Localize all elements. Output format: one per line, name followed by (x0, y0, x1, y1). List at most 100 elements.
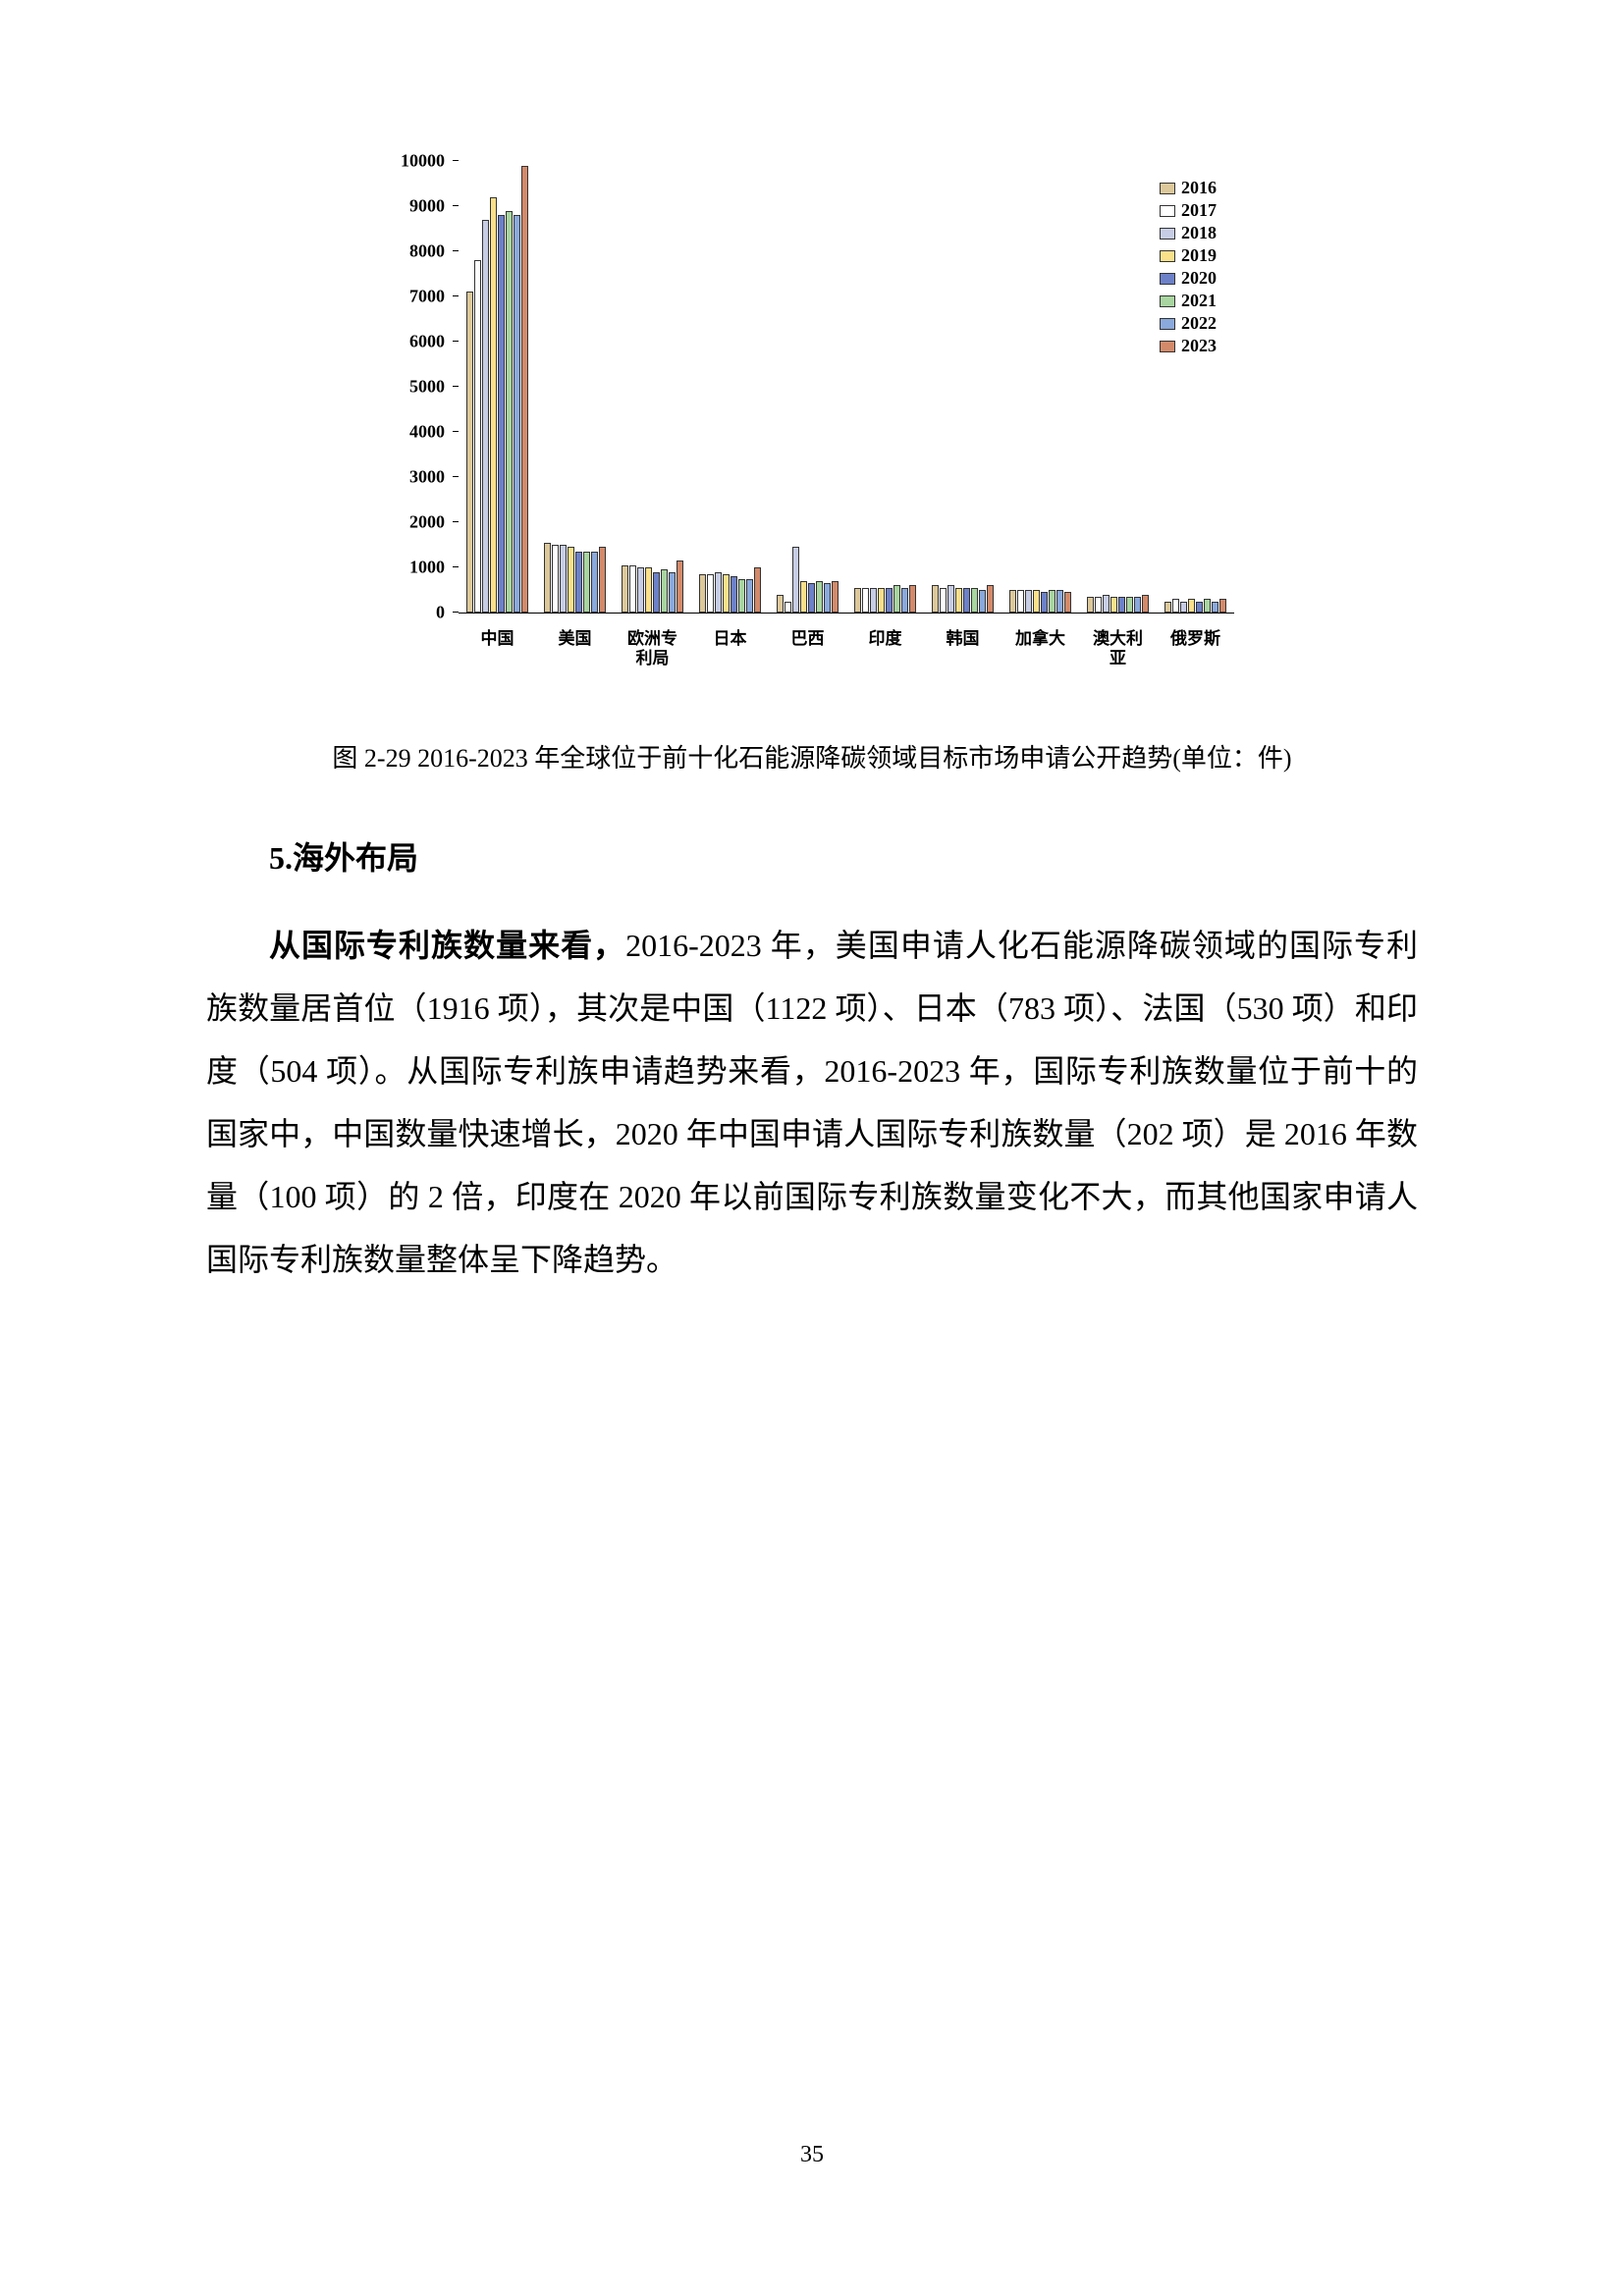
bar (955, 588, 962, 613)
bar-group (1164, 599, 1227, 613)
bar (1009, 590, 1016, 613)
body-paragraph: 从国际专利族数量来看，2016-2023 年，美国申请人化石能源降碳领域的国际专… (206, 914, 1418, 1291)
bar (1172, 599, 1179, 613)
bar (785, 602, 791, 614)
x-tick-label: 印度 (846, 623, 924, 669)
bar (568, 547, 574, 613)
x-tick-label: 澳大利亚 (1079, 623, 1157, 669)
bar (808, 583, 815, 613)
y-tick-label: 10000 (401, 151, 445, 172)
bar (777, 595, 784, 613)
bar (746, 579, 753, 614)
y-tick-label: 1000 (409, 558, 445, 578)
bar (932, 585, 939, 613)
bar (947, 585, 954, 613)
legend-label: 2017 (1181, 200, 1217, 221)
bar (521, 166, 528, 613)
bar (498, 215, 505, 613)
legend-swatch (1160, 205, 1175, 217)
y-tick-label: 5000 (409, 377, 445, 398)
y-tick-label: 3000 (409, 467, 445, 488)
bar (544, 543, 551, 613)
bar (482, 220, 489, 613)
y-tick-label: 9000 (409, 196, 445, 217)
bar (1196, 602, 1203, 614)
y-tick-label: 2000 (409, 512, 445, 533)
bar (661, 569, 668, 613)
bar (653, 572, 660, 613)
bar (1017, 590, 1024, 613)
paragraph-lead: 从国际专利族数量来看， (269, 928, 625, 963)
bar (1087, 597, 1094, 613)
bar (816, 581, 823, 613)
bar (1188, 599, 1195, 613)
bar (583, 552, 590, 613)
x-tick-label: 美国 (536, 623, 614, 669)
bar (474, 260, 481, 613)
bar-group (699, 567, 762, 613)
x-tick-label: 中国 (459, 623, 536, 669)
legend-label: 2022 (1181, 313, 1217, 334)
bar (824, 583, 831, 613)
bar (599, 547, 606, 613)
bar (1041, 592, 1048, 613)
legend-item: 2019 (1160, 245, 1217, 266)
bar (591, 552, 598, 613)
page-number: 35 (0, 2142, 1624, 2168)
bar (862, 588, 869, 613)
bar (645, 567, 652, 613)
bar (854, 588, 861, 613)
legend-item: 2022 (1160, 313, 1217, 334)
legend-item: 2017 (1160, 200, 1217, 221)
legend-swatch (1160, 183, 1175, 194)
bar (963, 588, 970, 613)
x-tick-label: 加拿大 (1001, 623, 1079, 669)
bar-group (622, 561, 684, 613)
bar (715, 572, 722, 613)
bar (1095, 597, 1102, 613)
bar (1049, 590, 1056, 613)
bar-group (544, 543, 607, 613)
x-tick-label: 日本 (691, 623, 769, 669)
legend-swatch (1160, 295, 1175, 307)
y-tick-label: 6000 (409, 332, 445, 352)
bar (1204, 599, 1211, 613)
chart-container: 0100020003000400050006000700080009000100… (390, 162, 1234, 669)
bar (1142, 595, 1149, 613)
chart-bars (459, 162, 1234, 613)
bar (870, 588, 877, 613)
bar (629, 565, 636, 613)
bar (878, 588, 885, 613)
y-tick-label: 8000 (409, 241, 445, 262)
chart-y-axis: 0100020003000400050006000700080009000100… (390, 162, 449, 613)
bar-group (854, 585, 917, 613)
bar (1025, 590, 1032, 613)
x-tick-label: 韩国 (924, 623, 1001, 669)
bar (575, 552, 582, 613)
bar (466, 292, 473, 613)
paragraph-body: 2016-2023 年，美国申请人化石能源降碳领域的国际专利族数量居首位（191… (206, 928, 1418, 1277)
bar (637, 567, 644, 613)
bar (1103, 595, 1110, 613)
legend-label: 2023 (1181, 336, 1217, 356)
legend-item: 2020 (1160, 268, 1217, 289)
bar-group (466, 166, 529, 613)
bar (1118, 597, 1125, 613)
bar (754, 567, 761, 613)
legend-swatch (1160, 273, 1175, 285)
bar (1126, 597, 1133, 613)
bar-group (932, 585, 995, 613)
bar (1056, 590, 1063, 613)
y-tick-label: 7000 (409, 287, 445, 307)
legend-label: 2021 (1181, 291, 1217, 311)
bar (738, 579, 745, 614)
bar (622, 565, 628, 613)
bar (979, 590, 986, 613)
legend-item: 2016 (1160, 178, 1217, 198)
bar (800, 581, 807, 613)
legend-label: 2019 (1181, 245, 1217, 266)
bar (514, 215, 520, 613)
legend-label: 2016 (1181, 178, 1217, 198)
chart-caption: 图 2-29 2016-2023 年全球位于前十化石能源降碳领域目标市场申请公开… (206, 738, 1418, 774)
x-tick-label: 欧洲专利局 (614, 623, 691, 669)
